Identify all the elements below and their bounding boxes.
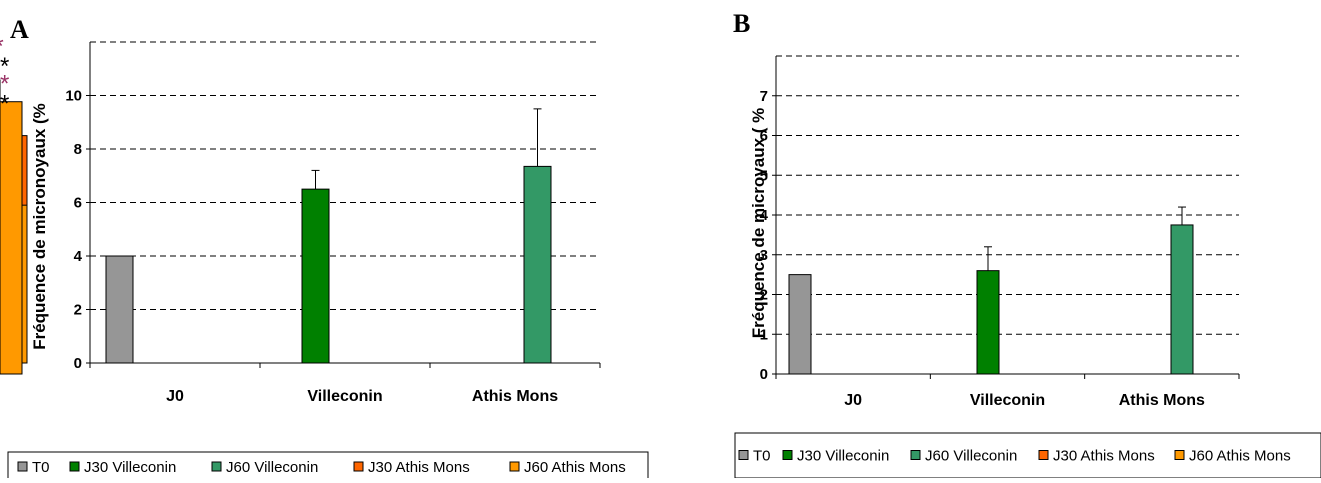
legend-label: T0	[32, 459, 50, 476]
legend-label: J30 Athis Mons	[1053, 448, 1155, 465]
y-tick-label: 2	[760, 287, 768, 304]
legend-swatch	[17, 461, 28, 472]
bar	[976, 270, 1000, 375]
legend-label: J30 Villeconin	[84, 459, 176, 476]
category-label: Villeconin	[307, 388, 382, 405]
category-label: J0	[166, 388, 184, 405]
legend-swatch	[211, 461, 222, 472]
category-label: Athis Mons	[472, 388, 558, 405]
legend-swatch	[1174, 450, 1185, 460]
bar	[788, 274, 812, 375]
legend-swatch	[509, 461, 520, 472]
significance-mark: **	[0, 53, 11, 80]
legend-label: J60 Villeconin	[226, 459, 318, 476]
y-tick-label: 7	[760, 88, 768, 105]
bar	[523, 165, 552, 364]
legend-swatch	[738, 450, 749, 460]
y-tick-label: 0	[760, 366, 768, 383]
y-tick-label: 6	[74, 195, 82, 212]
legend-swatch	[69, 461, 80, 472]
panel-letter-a: A	[10, 15, 29, 44]
y-tick-label: 10	[65, 88, 82, 105]
legend-box	[734, 432, 1321, 479]
category-label: J0	[844, 392, 862, 409]
bar	[0, 101, 23, 375]
chart-a: 0 2 4 6 8 10 J0 Villeconin Athis Mons Fréquence d…	[0, 41, 649, 483]
y-tick-label: 5	[760, 167, 768, 184]
panel-letter-b: B	[733, 9, 750, 38]
legend-label: J60 Athis Mons	[1189, 448, 1291, 465]
bar	[301, 188, 330, 364]
y-tick-label: 6	[760, 128, 768, 145]
y-tick-label: 1	[760, 326, 768, 343]
significance-mark: **	[0, 91, 11, 118]
legend-label: J30 Athis Mons	[368, 459, 470, 476]
y-tick-label: 8	[74, 141, 82, 158]
y-axis-title: Fréquence de microyaux ( %	[749, 108, 768, 339]
y-tick-label: 2	[74, 302, 82, 319]
legend-swatch	[1038, 450, 1049, 460]
bar	[105, 255, 134, 364]
y-tick-label: 4	[74, 248, 83, 265]
category-label: Villeconin	[970, 392, 1045, 409]
bar	[1170, 224, 1194, 375]
legend-label: J60 Athis Mons	[524, 459, 626, 476]
legend-label: J30 Villeconin	[797, 448, 889, 465]
y-tick-label: 4	[760, 207, 769, 224]
legend-swatch	[910, 450, 921, 460]
legend-box	[7, 451, 649, 483]
legend-label: J60 Villeconin	[925, 448, 1017, 465]
legend-swatch	[782, 450, 793, 460]
category-label: Athis Mons	[1119, 392, 1205, 409]
significance-mark: *	[0, 33, 6, 60]
y-tick-label: 3	[760, 247, 768, 264]
legend-swatch	[353, 461, 364, 472]
significance-mark: **	[0, 71, 11, 98]
y-tick-label: 0	[74, 355, 82, 372]
y-axis-title: Fréquence de micronoyaux (%	[30, 103, 49, 350]
legend-label: T0	[753, 448, 771, 465]
